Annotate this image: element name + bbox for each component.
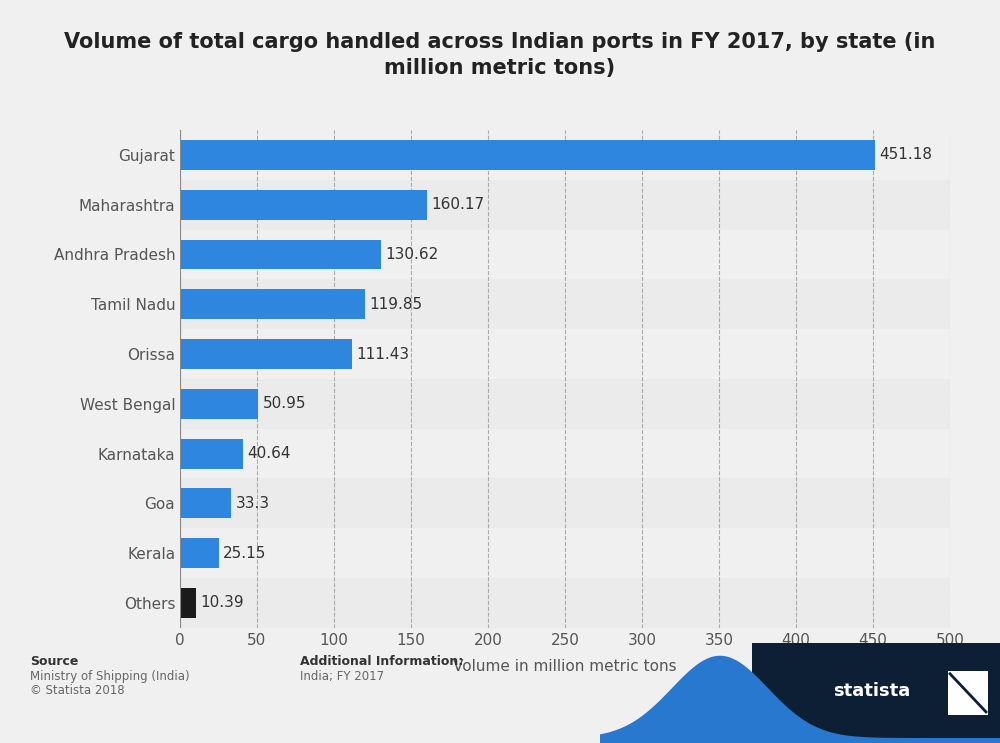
X-axis label: Volume in million metric tons: Volume in million metric tons <box>453 659 677 674</box>
Text: 119.85: 119.85 <box>369 296 422 312</box>
Text: Additional Information:: Additional Information: <box>300 655 463 668</box>
Bar <box>180 189 427 220</box>
Text: 160.17: 160.17 <box>431 197 484 212</box>
Bar <box>180 538 219 568</box>
Text: India; FY 2017: India; FY 2017 <box>300 670 384 683</box>
Bar <box>180 339 352 369</box>
Text: 40.64: 40.64 <box>247 446 291 461</box>
Bar <box>180 478 950 528</box>
Bar <box>180 279 950 329</box>
Bar <box>180 180 950 230</box>
Bar <box>180 140 875 170</box>
Bar <box>180 289 365 319</box>
Text: Volume of total cargo handled across Indian ports in FY 2017, by state (in
milli: Volume of total cargo handled across Ind… <box>64 32 936 78</box>
Polygon shape <box>752 643 1000 743</box>
Polygon shape <box>948 671 988 715</box>
Text: 50.95: 50.95 <box>263 396 307 412</box>
Text: 33.3: 33.3 <box>236 496 270 511</box>
Polygon shape <box>600 656 1000 743</box>
Text: 10.39: 10.39 <box>201 595 244 611</box>
Text: 111.43: 111.43 <box>356 346 409 362</box>
Bar <box>180 379 950 429</box>
Text: © Statista 2018: © Statista 2018 <box>30 684 125 697</box>
Text: statista: statista <box>833 682 911 700</box>
Bar <box>180 438 243 469</box>
Text: Ministry of Shipping (India): Ministry of Shipping (India) <box>30 670 190 683</box>
Bar <box>180 488 231 519</box>
Bar <box>180 588 196 618</box>
Text: 130.62: 130.62 <box>386 247 439 262</box>
Bar <box>180 389 258 419</box>
Text: 451.18: 451.18 <box>879 147 932 163</box>
Text: 25.15: 25.15 <box>223 545 267 561</box>
Bar <box>180 239 381 270</box>
Text: Source: Source <box>30 655 78 668</box>
Bar <box>180 578 950 628</box>
